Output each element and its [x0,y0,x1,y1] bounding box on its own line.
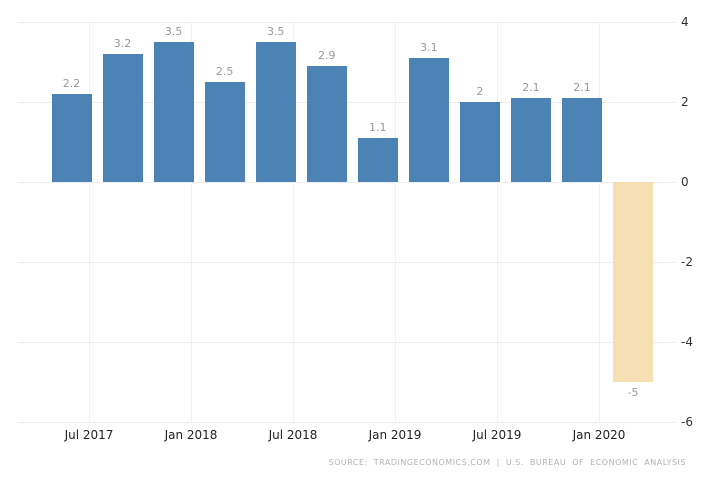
y-gridline [18,422,676,423]
x-gridline [497,22,498,422]
bar[interactable] [102,54,143,182]
y-gridline [18,182,676,183]
y-gridline [18,22,676,23]
x-gridline [293,22,294,422]
bar[interactable] [306,66,347,182]
x-axis-tick-label: Jan 2020 [572,428,626,442]
bar[interactable] [357,138,398,182]
bar-value-label: 2 [476,85,484,98]
x-gridline [599,22,600,422]
y-gridline [18,102,676,103]
bar[interactable] [459,102,500,182]
bar-value-label: 3.5 [164,25,183,38]
y-axis-tick-label: 4 [681,15,689,29]
bar[interactable] [204,82,245,182]
bar-value-label: 3.2 [113,37,132,50]
x-axis-tick-label: Jul 2018 [268,428,318,442]
bar-value-label: -5 [627,386,639,399]
bar-value-label: 3.1 [420,41,438,54]
source-attribution: SOURCE: TRADINGECONOMICS.COM | U.S. BURE… [328,458,686,467]
y-axis-tick-label: -6 [681,415,693,429]
x-gridline [395,22,396,422]
bar-value-label: 3.5 [266,25,285,38]
bar[interactable] [153,42,194,182]
bar-value-label: 2.1 [522,81,540,94]
bar-value-label: 2.5 [215,65,234,78]
y-axis-tick-label: -2 [681,255,693,269]
bar[interactable] [562,98,602,182]
bar-value-label: 1.1 [369,121,387,134]
y-axis-tick-label: 0 [681,175,689,189]
x-axis-tick-label: Jan 2019 [368,428,422,442]
x-axis-tick-label: Jul 2017 [64,428,114,442]
y-axis-tick-label: -4 [681,335,693,349]
bar[interactable] [408,58,449,182]
x-axis-tick-label: Jan 2018 [164,428,218,442]
bar[interactable] [613,182,654,382]
bar-value-label: 2.9 [318,49,336,62]
bar[interactable] [51,94,92,182]
bar[interactable] [510,98,551,182]
x-gridline [191,22,192,422]
bar[interactable] [255,42,296,182]
y-gridline [18,262,676,263]
y-axis-tick-label: 2 [681,95,689,109]
bar-value-label: 2.2 [62,77,81,90]
y-gridline [18,342,676,343]
x-gridline [89,22,90,422]
bar-value-label: 2.1 [573,81,591,94]
x-axis-tick-label: Jul 2019 [472,428,522,442]
